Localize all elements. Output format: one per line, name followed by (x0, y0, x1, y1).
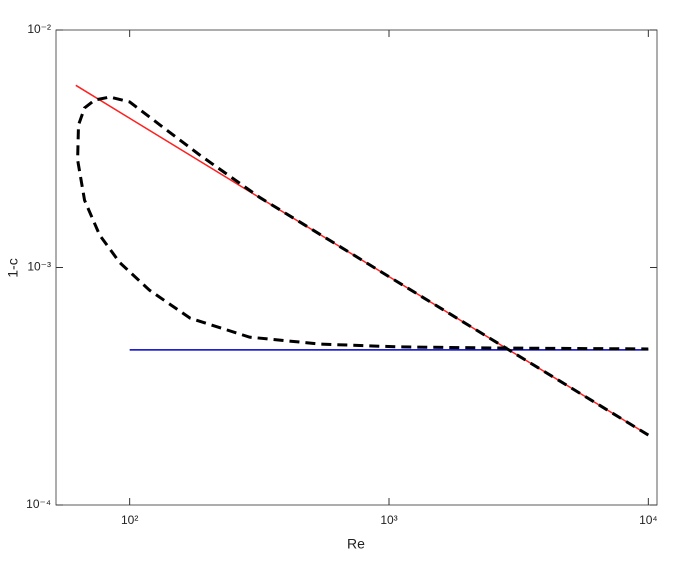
x-tick-label: 10² (121, 513, 138, 527)
y-tick-label: 10⁻⁴ (26, 497, 51, 511)
y-tick-label: 10⁻³ (27, 260, 51, 274)
x-tick-label: 10³ (380, 513, 397, 527)
x-axis-label: Re (347, 536, 365, 552)
x-tick-label: 10⁴ (639, 513, 658, 527)
plot-frame (55, 29, 658, 506)
series-line (76, 95, 650, 437)
y-tick-label: 10⁻² (27, 22, 51, 36)
y-axis-label: 1-c (5, 258, 21, 277)
